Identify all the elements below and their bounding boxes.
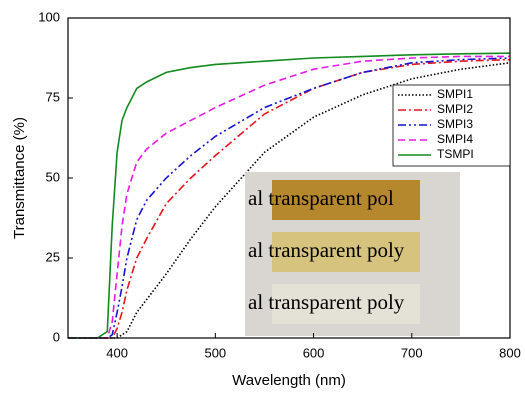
inset-label: al transparent poly bbox=[248, 290, 405, 314]
y-tick-label: 75 bbox=[46, 89, 60, 104]
y-tick-label: 50 bbox=[46, 169, 60, 184]
x-tick-label: 400 bbox=[106, 345, 128, 360]
inset-label: al transparent pol bbox=[248, 186, 394, 210]
y-tick-label: 100 bbox=[38, 9, 60, 24]
x-axis-label: Wavelength (nm) bbox=[232, 372, 346, 389]
legend-label: TSMPI bbox=[437, 147, 474, 161]
y-tick-label: 25 bbox=[46, 249, 60, 264]
chart: al transparent pol al transparent poly a… bbox=[0, 0, 525, 400]
inset-label: al transparent poly bbox=[248, 238, 405, 262]
inset-photos: al transparent pol al transparent poly a… bbox=[245, 172, 460, 336]
x-tick-label: 700 bbox=[401, 345, 423, 360]
legend-label: SMPI1 bbox=[437, 87, 473, 101]
legend-label: SMPI2 bbox=[437, 102, 473, 116]
x-tick-label: 600 bbox=[303, 345, 325, 360]
legend-label: SMPI3 bbox=[437, 117, 473, 131]
x-tick-label: 800 bbox=[499, 345, 521, 360]
x-tick-label: 500 bbox=[204, 345, 226, 360]
y-axis-label: Transmittance (%) bbox=[11, 117, 28, 239]
legend-label: SMPI4 bbox=[437, 132, 473, 146]
y-tick-label: 0 bbox=[53, 329, 60, 344]
